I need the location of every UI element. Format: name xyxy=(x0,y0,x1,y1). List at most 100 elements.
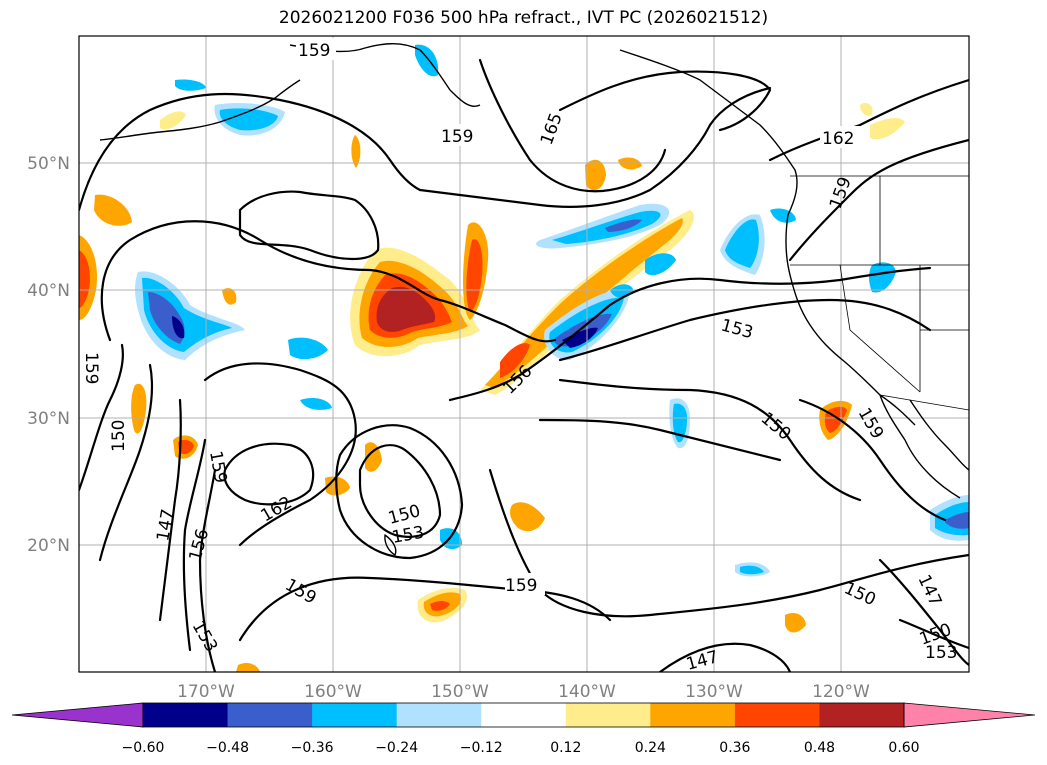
colorbar-extend-high xyxy=(903,702,1036,728)
colorbar-swatch xyxy=(481,703,567,727)
colorbar-tick-label: 0.36 xyxy=(719,740,750,756)
ivt-positive-blob xyxy=(236,662,260,672)
contour-156 xyxy=(182,438,207,652)
coastlines xyxy=(99,43,969,556)
contour-147 xyxy=(158,398,182,622)
contour-150 xyxy=(79,343,124,492)
contour-162-ne xyxy=(768,78,969,162)
contour-150 xyxy=(558,378,862,502)
contour-153 xyxy=(558,298,932,362)
contour-150-se xyxy=(898,618,969,650)
contour-159-se xyxy=(798,398,947,522)
lon-label: 150°W xyxy=(431,682,489,702)
colorbar-swatch xyxy=(227,703,313,727)
contour-150-closed xyxy=(358,444,442,538)
contour-156 xyxy=(448,266,932,402)
contour-147-se xyxy=(878,558,969,667)
hawaii xyxy=(384,534,397,556)
contour-156 xyxy=(100,220,557,343)
contour-147-south xyxy=(658,642,792,672)
ivt-negative-blob xyxy=(552,210,661,244)
ivt-positive-blob xyxy=(365,442,382,472)
colorbar-swatch xyxy=(396,703,482,727)
contour-150-sw xyxy=(488,468,969,618)
ivt-positive-blob xyxy=(510,502,545,532)
colorbar-swatch xyxy=(565,703,651,727)
ivt-negative-blob xyxy=(562,327,598,348)
ivt-positive-blob xyxy=(430,601,450,611)
latitude-labels: 50°N 40°N 30°N 20°N xyxy=(27,154,70,556)
us-west-coast xyxy=(785,214,916,426)
ivt-positive-blob xyxy=(222,288,237,305)
contour-159 xyxy=(238,576,612,642)
ivt-negative-blob xyxy=(172,316,185,339)
colorbar-tick-label: −0.48 xyxy=(206,740,249,756)
ivt-positive-blob xyxy=(466,239,483,312)
contour-label: 162 xyxy=(822,129,854,149)
ivt-positive-blob xyxy=(79,250,90,308)
ivt-positive-blob xyxy=(585,159,606,191)
ivt-negative-blob xyxy=(672,403,688,443)
colorbar-tick-label: −0.12 xyxy=(460,740,503,756)
ivt-negative-blob xyxy=(869,262,896,293)
gulf-of-california xyxy=(909,399,969,471)
lon-label: 170°W xyxy=(177,682,235,702)
contour-label: 159 xyxy=(298,41,330,61)
contour-150-south xyxy=(538,418,782,462)
lon-label: 130°W xyxy=(685,682,743,702)
ivt-negative-blob xyxy=(645,253,676,276)
contour-label: 159 xyxy=(81,352,101,384)
ivt-negative-blob xyxy=(415,44,439,77)
ivt-negative-blob xyxy=(288,337,328,360)
lon-label: 120°W xyxy=(812,682,870,702)
contour-label: 150 xyxy=(109,420,129,452)
lon-label: 160°W xyxy=(304,682,362,702)
ivt-positive-blob xyxy=(160,111,186,130)
colorbar-swatch xyxy=(819,703,905,727)
colorbar-frame xyxy=(142,702,905,728)
colorbar-swatch xyxy=(312,703,398,727)
ivt-negative-blob xyxy=(725,219,759,268)
colorbar-extend-low xyxy=(11,702,144,728)
contour-159-coast xyxy=(788,138,969,262)
contour-label: 159 xyxy=(441,127,473,147)
ivt-positive-blob xyxy=(785,613,806,633)
state-border xyxy=(839,264,921,393)
colorbar-tick-label: −0.24 xyxy=(375,740,418,756)
baja-coast xyxy=(879,394,961,499)
contour-159-north xyxy=(79,92,422,212)
lat-label: 30°N xyxy=(27,409,70,429)
contour-159-north xyxy=(418,86,772,208)
ivt-positive-blob xyxy=(376,286,436,332)
contour-label: 159 xyxy=(505,576,537,596)
ivt-positive-blob xyxy=(94,194,132,226)
contour-closed-high xyxy=(238,190,380,260)
colorbar-tick-label: 0.24 xyxy=(635,740,666,756)
lat-label: 40°N xyxy=(27,281,70,301)
map-frame xyxy=(78,35,970,673)
borders xyxy=(790,175,969,411)
ivt-positive-blob xyxy=(870,118,905,140)
graticule xyxy=(79,36,969,672)
ivt-positive-blob xyxy=(500,343,530,378)
ivt-negative-blob xyxy=(219,108,278,131)
lat-label: 50°N xyxy=(27,154,70,174)
contour-165 xyxy=(478,58,667,193)
longitude-labels: 170°W 160°W 150°W 140°W 130°W 120°W xyxy=(177,682,870,702)
contour-162 xyxy=(558,70,772,132)
refractivity-contours xyxy=(79,58,969,672)
colorbar-swatch xyxy=(143,703,229,727)
contour-159-south xyxy=(203,362,357,547)
colorbar-labels: −0.60 −0.48 −0.36 −0.24 −0.12 0.12 0.24 0.36 0.4… xyxy=(122,740,920,756)
ivt-positive-blob xyxy=(351,135,361,168)
bc-coast xyxy=(619,49,798,216)
colorbar-tick-label: −0.36 xyxy=(291,740,334,756)
colorbar-tick-label: −0.60 xyxy=(122,740,165,756)
alaska-coast xyxy=(289,43,481,107)
ivt-negative-blob xyxy=(175,79,206,91)
contour-153 xyxy=(198,468,217,672)
lat-label: 20°N xyxy=(27,536,70,556)
map-title: 2026021200 F036 500 hPa refract., IVT PC… xyxy=(278,8,769,28)
colorbar-tick-label: 0.12 xyxy=(550,740,581,756)
